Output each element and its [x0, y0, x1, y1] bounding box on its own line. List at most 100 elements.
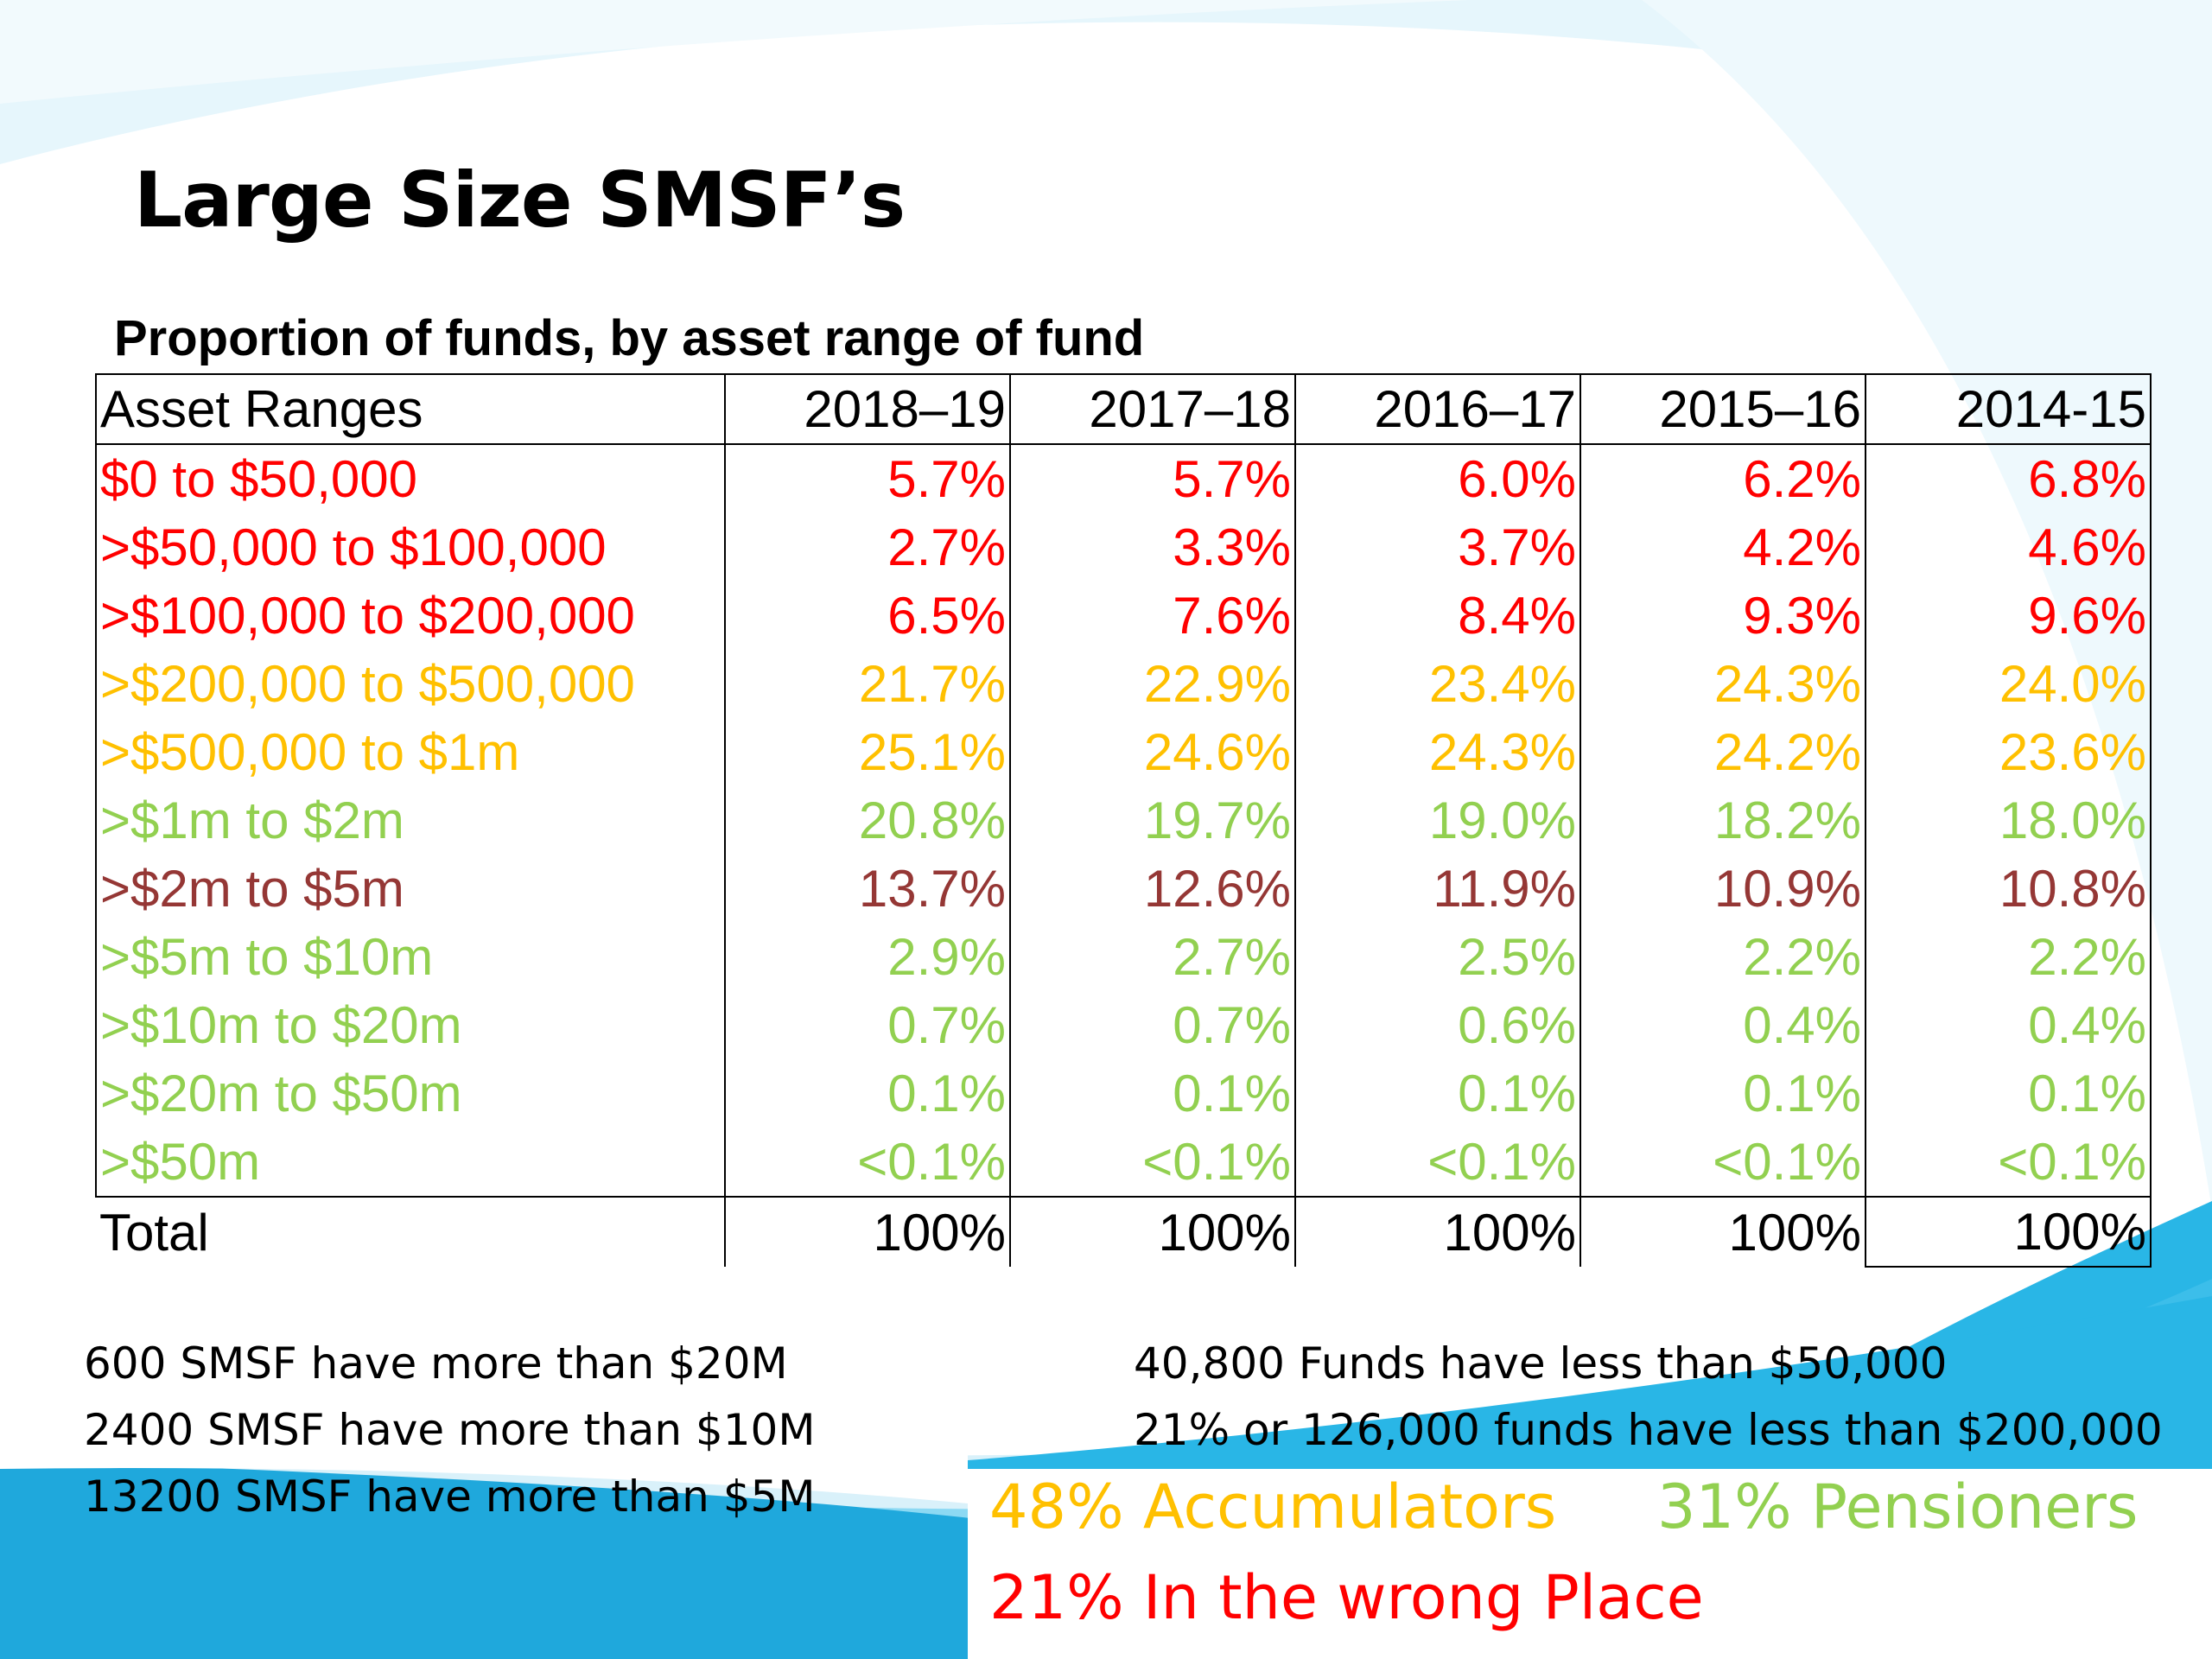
- percent-cell: 2.7%: [724, 513, 1010, 582]
- percent-cell: 2.2%: [1580, 923, 1866, 991]
- total-cell: 100%: [1580, 1196, 1866, 1267]
- percent-cell: 0.1%: [1865, 1059, 2152, 1128]
- notes-right: 40,800 Funds have less than $50,000 21% …: [1134, 1331, 2163, 1464]
- percent-cell: 0.1%: [1580, 1059, 1866, 1128]
- table-row: >$50m <0.1% <0.1% <0.1% <0.1% <0.1%: [95, 1128, 2152, 1197]
- header-2016-17: 2016–17: [1294, 373, 1580, 445]
- percent-cell: 3.3%: [1009, 513, 1295, 582]
- percent-cell: 5.7%: [1009, 444, 1295, 513]
- percent-cell: 6.0%: [1294, 444, 1580, 513]
- total-cell: 100%: [1865, 1196, 2152, 1268]
- percent-cell: 18.2%: [1580, 786, 1866, 855]
- table-row: >$100,000 to $200,000 6.5% 7.6% 8.4% 9.3% 9.6…: [95, 582, 2152, 650]
- table-row: >$20m to $50m 0.1% 0.1% 0.1% 0.1% 0.1%: [95, 1059, 2152, 1128]
- percent-cell: 13.7%: [724, 855, 1010, 923]
- percent-cell: 0.7%: [724, 991, 1010, 1059]
- note-line: 600 SMSF have more than $20M: [84, 1338, 788, 1389]
- percent-cell: 20.8%: [724, 786, 1010, 855]
- asset-range-label: $0 to $50,000: [95, 444, 725, 513]
- percent-cell: 7.6%: [1009, 582, 1295, 650]
- asset-range-label: >$5m to $10m: [95, 923, 725, 991]
- percent-cell: 24.3%: [1294, 718, 1580, 786]
- total-cell: 100%: [1294, 1196, 1580, 1267]
- percent-cell: 19.0%: [1294, 786, 1580, 855]
- page-title: Large Size SMSF’s: [134, 156, 906, 245]
- percent-cell: 0.7%: [1009, 991, 1295, 1059]
- table-row: >$10m to $20m 0.7% 0.7% 0.6% 0.4% 0.4%: [95, 991, 2152, 1059]
- percent-cell: 23.6%: [1865, 718, 2152, 786]
- asset-range-label: >$500,000 to $1m: [95, 718, 725, 786]
- percent-cell: <0.1%: [1580, 1128, 1866, 1197]
- percent-cell: 2.5%: [1294, 923, 1580, 991]
- header-2015-16: 2015–16: [1580, 373, 1866, 445]
- percent-cell: <0.1%: [1294, 1128, 1580, 1197]
- percent-cell: 0.1%: [1009, 1059, 1295, 1128]
- header-asset-ranges: Asset Ranges: [95, 373, 725, 445]
- accumulators-stat: 48% Accumulators: [989, 1471, 1557, 1542]
- note-line: 21% or 126,000 funds have less than $200…: [1134, 1405, 2163, 1455]
- percent-cell: 10.8%: [1865, 855, 2152, 923]
- pensioners-stat: 31% Pensioners: [1657, 1471, 2139, 1542]
- note-line: 13200 SMSF have more than $5M: [84, 1471, 816, 1522]
- percent-cell: <0.1%: [1009, 1128, 1295, 1197]
- percent-cell: 0.1%: [1294, 1059, 1580, 1128]
- header-2014-15: 2014-15: [1865, 373, 2152, 445]
- percent-cell: 0.1%: [724, 1059, 1010, 1128]
- table-row: >$500,000 to $1m 25.1% 24.6% 24.3% 24.2% 23.6…: [95, 718, 2152, 786]
- percent-cell: 12.6%: [1009, 855, 1295, 923]
- table-header-row: Asset Ranges 2018–19 2017–18 2016–17 201…: [95, 373, 2152, 445]
- percent-cell: 6.2%: [1580, 444, 1866, 513]
- percent-cell: 9.6%: [1865, 582, 2152, 650]
- percent-cell: 0.4%: [1580, 991, 1866, 1059]
- percent-cell: 23.4%: [1294, 650, 1580, 718]
- white-inset-lower: [968, 1469, 2212, 1659]
- percent-cell: 3.7%: [1294, 513, 1580, 582]
- table-row: $0 to $50,000 5.7% 5.7% 6.0% 6.2% 6.8%: [95, 444, 2152, 513]
- percent-cell: 22.9%: [1009, 650, 1295, 718]
- percent-cell: 21.7%: [724, 650, 1010, 718]
- percent-cell: <0.1%: [1865, 1128, 2152, 1197]
- notes-left: 600 SMSF have more than $20M 2400 SMSF h…: [84, 1331, 815, 1530]
- percent-cell: 6.5%: [724, 582, 1010, 650]
- asset-range-label: >$1m to $2m: [95, 786, 725, 855]
- percent-cell: 4.2%: [1580, 513, 1866, 582]
- percent-cell: 11.9%: [1294, 855, 1580, 923]
- asset-range-table: Asset Ranges 2018–19 2017–18 2016–17 201…: [95, 373, 2152, 1268]
- percent-cell: 9.3%: [1580, 582, 1866, 650]
- total-cell: 100%: [1009, 1196, 1295, 1267]
- asset-range-label: >$50,000 to $100,000: [95, 513, 725, 582]
- percent-cell: 24.2%: [1580, 718, 1866, 786]
- percent-cell: 24.6%: [1009, 718, 1295, 786]
- asset-range-label: >$100,000 to $200,000: [95, 582, 725, 650]
- header-2018-19: 2018–19: [724, 373, 1010, 445]
- asset-range-label: >$200,000 to $500,000: [95, 650, 725, 718]
- percent-cell: 5.7%: [724, 444, 1010, 513]
- note-line: 2400 SMSF have more than $10M: [84, 1405, 816, 1455]
- percent-cell: 25.1%: [724, 718, 1010, 786]
- percent-cell: 6.8%: [1865, 444, 2152, 513]
- top-wave-lighter: [0, 0, 1469, 104]
- header-2017-18: 2017–18: [1009, 373, 1295, 445]
- percent-cell: 18.0%: [1865, 786, 2152, 855]
- percent-cell: 0.6%: [1294, 991, 1580, 1059]
- table-row: >$200,000 to $500,000 21.7% 22.9% 23.4% 24.3…: [95, 650, 2152, 718]
- table-row: >$1m to $2m 20.8% 19.7% 19.0% 18.2% 18.0%: [95, 786, 2152, 855]
- table-row: >$50,000 to $100,000 2.7% 3.3% 3.7% 4.2% 4.6%: [95, 513, 2152, 582]
- percent-cell: 10.9%: [1580, 855, 1866, 923]
- percent-cell: 19.7%: [1009, 786, 1295, 855]
- table-total-row: Total 100% 100% 100% 100% 100%: [96, 1196, 2152, 1268]
- percent-cell: 0.4%: [1865, 991, 2152, 1059]
- bottom-left-swoosh: [0, 1460, 994, 1659]
- right-wave-light: [1642, 0, 2212, 1210]
- asset-range-label: >$50m: [95, 1128, 725, 1197]
- percent-cell: 2.9%: [724, 923, 1010, 991]
- asset-range-label: >$10m to $20m: [95, 991, 725, 1059]
- table-caption: Proportion of funds, by asset range of f…: [114, 310, 1145, 366]
- percent-cell: 4.6%: [1865, 513, 2152, 582]
- note-line: 40,800 Funds have less than $50,000: [1134, 1338, 1948, 1389]
- table-row: >$2m to $5m 13.7% 12.6% 11.9% 10.9% 10.8%: [95, 855, 2152, 923]
- percent-cell: 2.7%: [1009, 923, 1295, 991]
- total-cell: 100%: [724, 1196, 1010, 1267]
- total-label: Total: [96, 1196, 725, 1267]
